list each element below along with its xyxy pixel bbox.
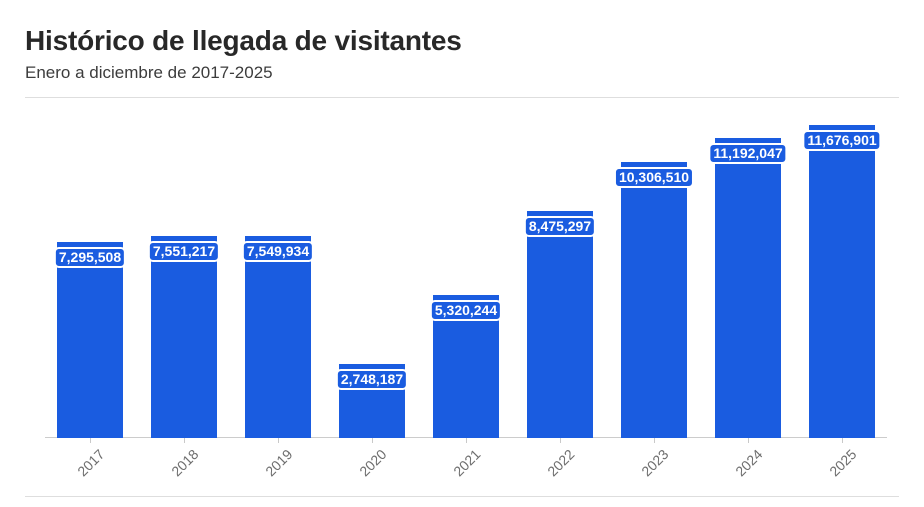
bar-group-2018: 7,551,217 2018 (137, 98, 231, 479)
x-axis-tick (842, 438, 843, 443)
bar-2018: 7,551,217 (147, 235, 221, 438)
bar-2021: 5,320,244 (429, 295, 503, 438)
bar-2023: 10,306,510 (613, 161, 695, 438)
x-axis-label-2019: 2019 (261, 446, 296, 480)
bar-group-2021: 5,320,244 2021 (419, 98, 513, 479)
plot-area: 7,295,508 2017 7,551,217 2018 7,549,934 2019 2… (25, 98, 899, 479)
bar-group-2023: 10,306,510 2023 (607, 98, 701, 479)
bar-group-2019: 7,549,934 2019 (231, 98, 325, 479)
x-axis-tick (90, 438, 91, 443)
x-axis-label-2023: 2023 (637, 446, 672, 480)
x-axis-tick (278, 438, 279, 443)
bar-value-label: 11,192,047 (708, 143, 788, 164)
bar-group-2020: 2,748,187 2020 (325, 98, 419, 479)
bar-value-label: 5,320,244 (429, 300, 503, 322)
bar-2022: 8,475,297 (523, 210, 597, 438)
bar-group-2017: 7,295,508 2017 (43, 98, 137, 479)
chart-page: Histórico de llegada de visitantes Enero… (0, 24, 924, 497)
chart-header: Histórico de llegada de visitantes Enero… (25, 24, 899, 83)
bar-2020: 2,748,187 (335, 364, 409, 438)
chart-subtitle: Enero a diciembre de 2017-2025 (25, 63, 273, 82)
header-divider (25, 97, 899, 98)
x-axis-tick (560, 438, 561, 443)
bar-value-label: 11,676,901 (802, 130, 882, 151)
bar-value-label: 7,549,934 (241, 240, 315, 262)
x-axis-label-2020: 2020 (355, 446, 390, 480)
bar-2019: 7,549,934 (241, 235, 315, 438)
bar-2017: 7,295,508 (53, 242, 127, 438)
bar-value-label: 8,475,297 (523, 215, 597, 237)
bar-group-2024: 11,192,047 2024 (701, 98, 795, 479)
x-axis-label-2024: 2024 (731, 446, 766, 480)
bar-value-label: 2,748,187 (335, 369, 409, 391)
x-axis-tick (748, 438, 749, 443)
chart-title: Histórico de llegada de visitantes (25, 25, 462, 56)
bar-group-2022: 8,475,297 2022 (513, 98, 607, 479)
bar-chart: 7,295,508 2017 7,551,217 2018 7,549,934 2019 2… (25, 98, 899, 498)
footer-divider (25, 496, 899, 497)
x-axis-tick (372, 438, 373, 443)
bar-value-label: 10,306,510 (613, 166, 695, 188)
bar-group-2025: 11,676,901 2025 (795, 98, 889, 479)
x-axis-label-2017: 2017 (73, 446, 108, 480)
x-axis-tick (466, 438, 467, 443)
x-axis-label-2021: 2021 (449, 446, 484, 480)
x-axis-label-2018: 2018 (167, 446, 202, 480)
x-axis-label-2022: 2022 (543, 446, 578, 480)
bar-2024: 11,192,047 (708, 138, 788, 438)
bar-value-label: 7,551,217 (147, 240, 221, 262)
bar-2025: 11,676,901 (802, 125, 882, 438)
x-axis-label-2025: 2025 (825, 446, 860, 480)
bar-value-label: 7,295,508 (53, 247, 127, 269)
x-axis-tick (654, 438, 655, 443)
x-axis-tick (184, 438, 185, 443)
